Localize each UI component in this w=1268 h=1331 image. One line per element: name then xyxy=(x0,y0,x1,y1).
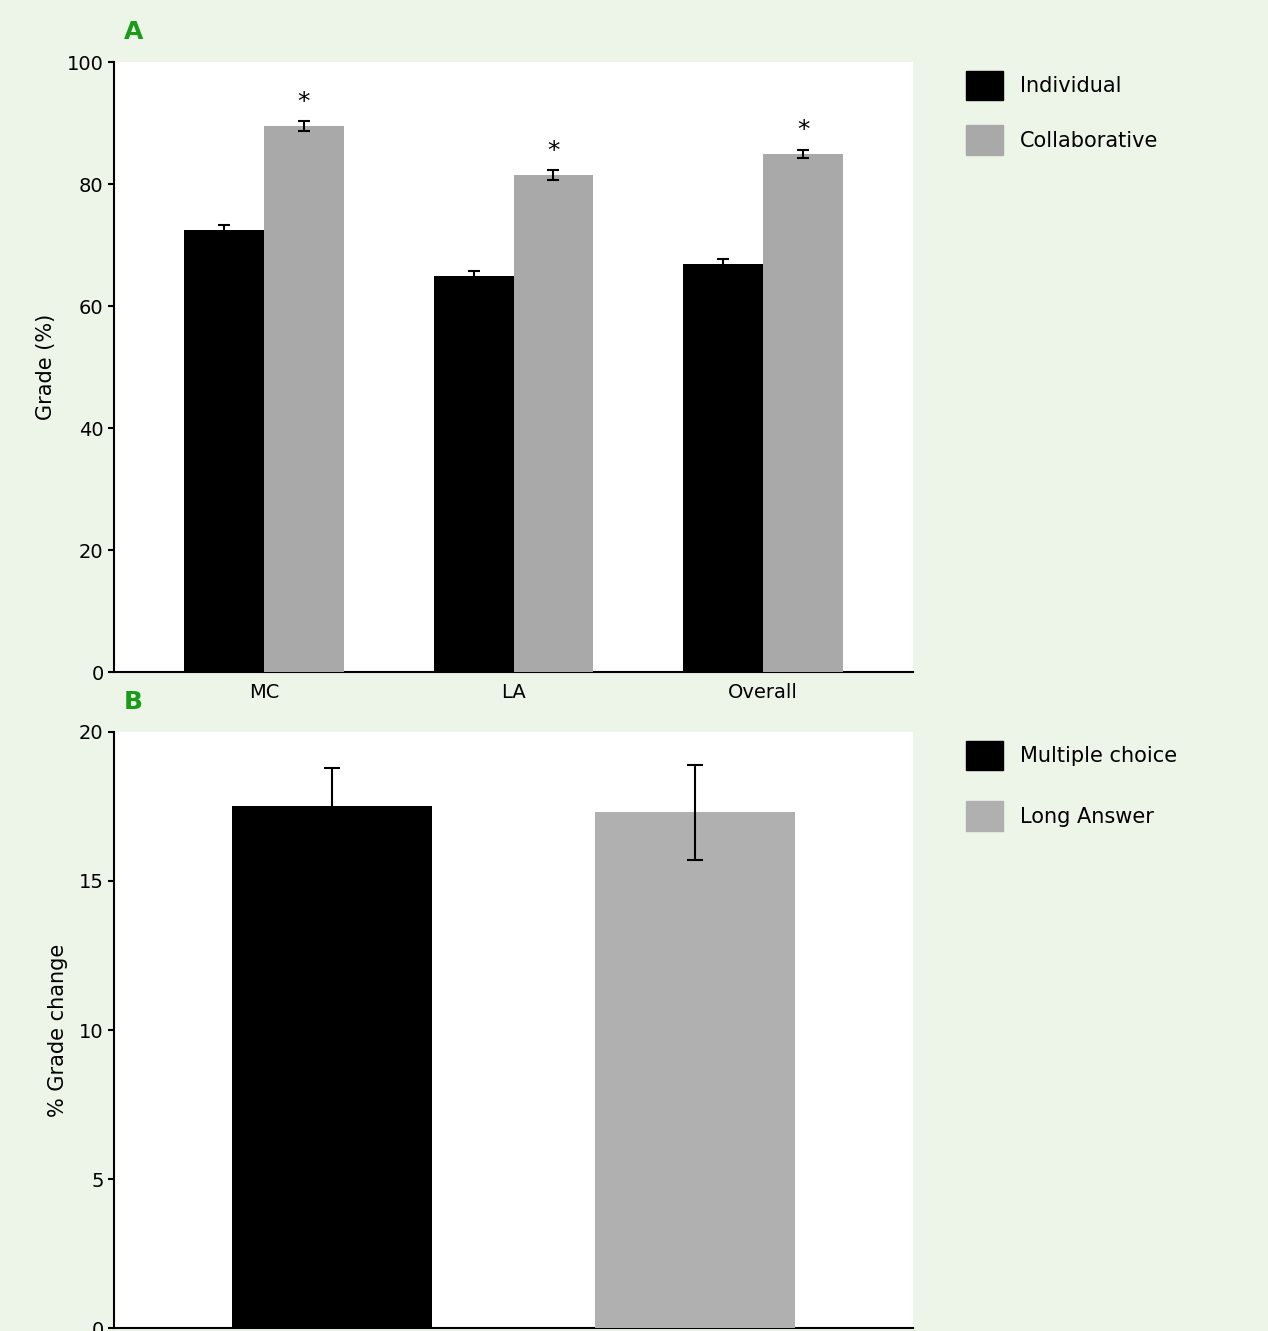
Bar xyxy=(514,176,593,672)
Bar xyxy=(434,276,514,672)
Text: B: B xyxy=(124,689,143,713)
Y-axis label: % Grade change: % Grade change xyxy=(48,944,67,1117)
Bar xyxy=(763,154,843,672)
Bar xyxy=(264,126,344,672)
Bar xyxy=(595,812,795,1328)
Text: *: * xyxy=(796,118,809,142)
Text: *: * xyxy=(298,91,311,114)
Legend: Multiple choice, Long Answer: Multiple choice, Long Answer xyxy=(955,731,1187,841)
Bar xyxy=(184,230,264,672)
Bar xyxy=(232,807,432,1328)
Legend: Individual, Collaborative: Individual, Collaborative xyxy=(955,60,1169,165)
Y-axis label: Grade (%): Grade (%) xyxy=(36,314,56,421)
Bar xyxy=(683,264,763,672)
Text: A: A xyxy=(124,20,143,44)
Text: *: * xyxy=(548,138,559,162)
